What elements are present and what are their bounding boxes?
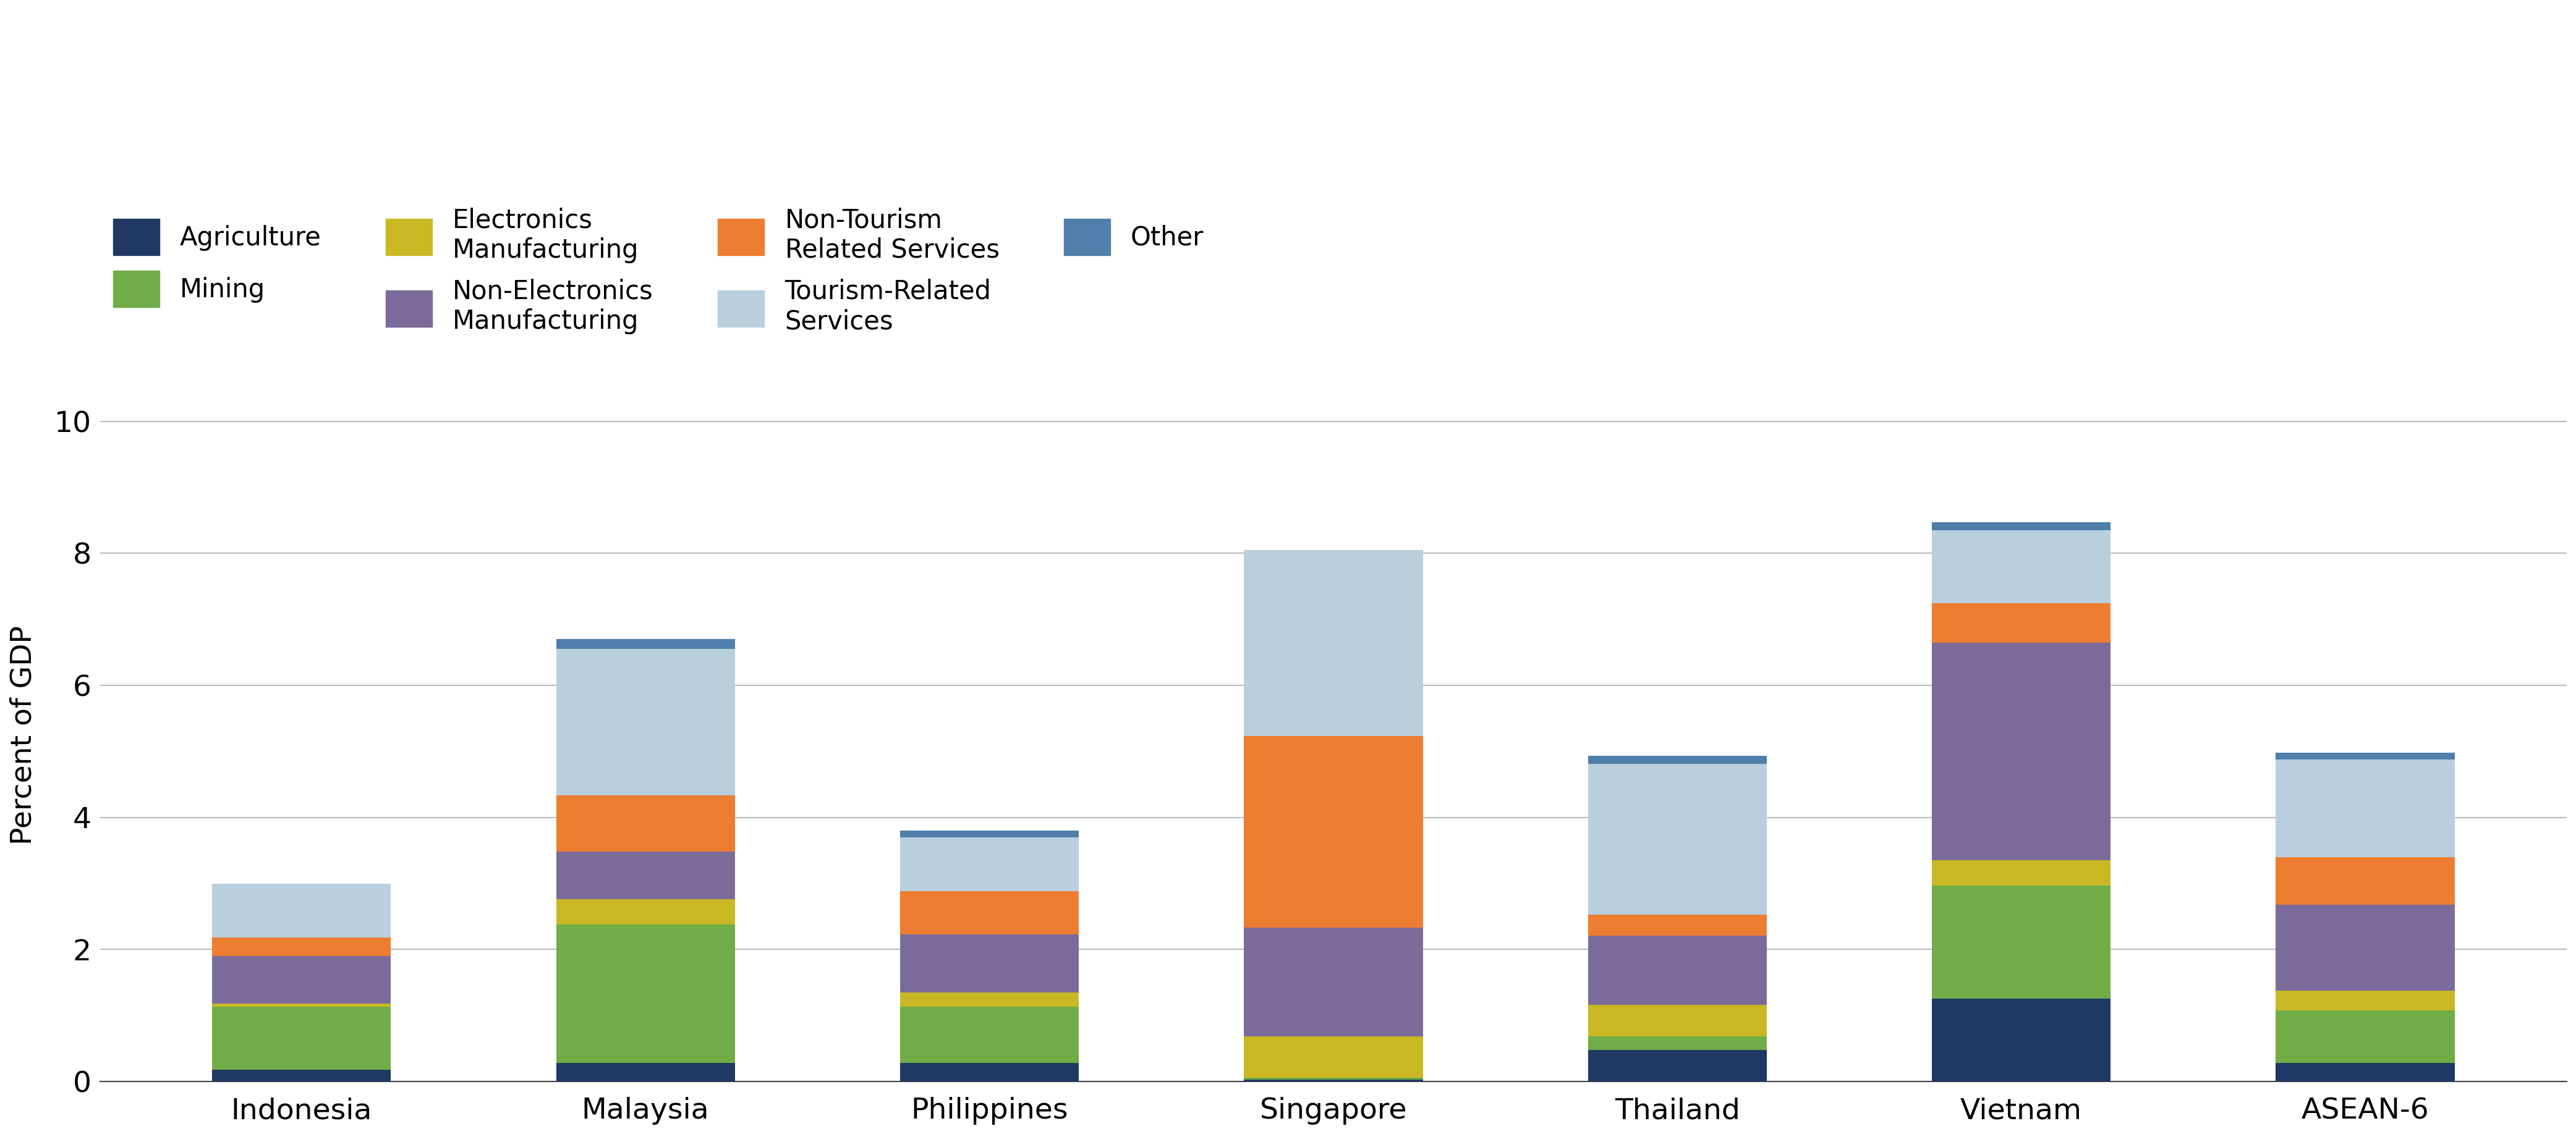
Bar	[1587, 756, 1767, 764]
Bar	[1587, 1036, 1767, 1050]
Bar	[1587, 936, 1767, 1005]
Bar	[1932, 861, 2110, 886]
Bar	[899, 891, 1079, 934]
Bar	[2275, 905, 2455, 990]
Bar	[2275, 857, 2455, 905]
Bar	[2275, 1010, 2455, 1063]
Bar	[1932, 643, 2110, 861]
Bar	[1587, 1005, 1767, 1036]
Bar	[211, 1007, 392, 1069]
Bar	[899, 830, 1079, 837]
Bar	[2275, 1063, 2455, 1082]
Bar	[1932, 886, 2110, 999]
Bar	[1587, 914, 1767, 936]
Bar	[899, 934, 1079, 992]
Bar	[899, 1007, 1079, 1063]
Bar	[1932, 523, 2110, 531]
Bar	[899, 837, 1079, 891]
Bar	[1932, 531, 2110, 603]
Bar	[556, 899, 734, 924]
Bar	[1932, 999, 2110, 1082]
Bar	[1587, 1050, 1767, 1082]
Bar	[1587, 764, 1767, 914]
Bar	[211, 1069, 392, 1082]
Bar	[1244, 1077, 1422, 1080]
Bar	[2275, 753, 2455, 760]
Bar	[2275, 760, 2455, 857]
Bar	[211, 956, 392, 1004]
Bar	[556, 649, 734, 796]
Bar	[1244, 1080, 1422, 1082]
Bar	[899, 1063, 1079, 1082]
Bar	[211, 938, 392, 956]
Bar	[1932, 603, 2110, 643]
Bar	[211, 1004, 392, 1007]
Y-axis label: Percent of GDP: Percent of GDP	[10, 625, 36, 845]
Bar	[211, 883, 392, 938]
Bar	[1244, 1036, 1422, 1077]
Legend: Agriculture, Mining, Electronics
Manufacturing, Non-Electronics
Manufacturing, N: Agriculture, Mining, Electronics Manufac…	[113, 208, 1203, 335]
Bar	[556, 924, 734, 1063]
Bar	[2275, 990, 2455, 1010]
Bar	[1244, 928, 1422, 1036]
Bar	[1244, 736, 1422, 928]
Bar	[556, 640, 734, 649]
Bar	[556, 1063, 734, 1082]
Bar	[556, 852, 734, 899]
Bar	[899, 992, 1079, 1007]
Bar	[556, 796, 734, 852]
Bar	[1244, 550, 1422, 736]
